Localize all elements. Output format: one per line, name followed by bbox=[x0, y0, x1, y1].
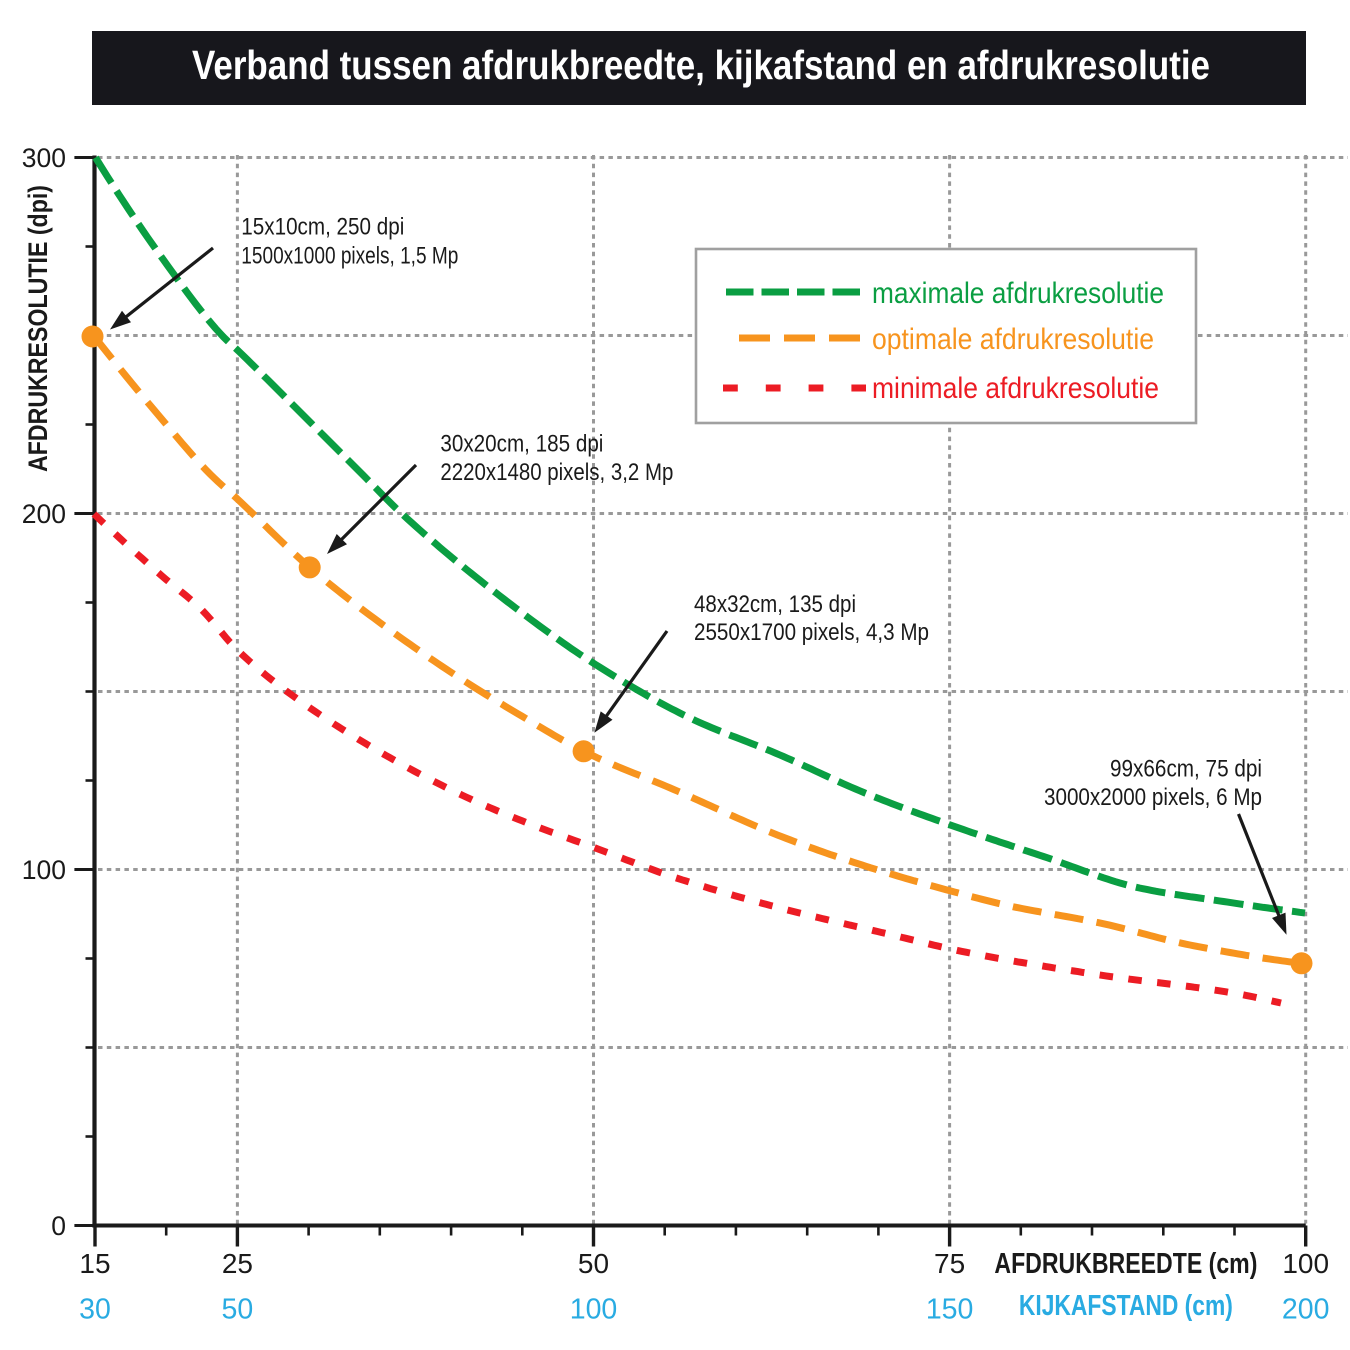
svg-text:300: 300 bbox=[22, 143, 66, 173]
svg-text:maximale afdrukresolutie: maximale afdrukresolutie bbox=[872, 277, 1164, 310]
svg-text:48x32cm, 135 dpi: 48x32cm, 135 dpi bbox=[694, 591, 856, 618]
svg-text:AFDRUKRESOLUTIE (dpi): AFDRUKRESOLUTIE (dpi) bbox=[23, 185, 53, 472]
svg-text:99x66cm, 75 dpi: 99x66cm, 75 dpi bbox=[1110, 756, 1262, 783]
svg-text:100: 100 bbox=[22, 855, 66, 885]
svg-text:15x10cm, 250 dpi: 15x10cm, 250 dpi bbox=[241, 214, 404, 241]
svg-text:30x20cm, 185 dpi: 30x20cm, 185 dpi bbox=[440, 431, 603, 458]
svg-text:minimale afdrukresolutie: minimale afdrukresolutie bbox=[872, 372, 1159, 405]
svg-text:25: 25 bbox=[222, 1248, 253, 1279]
svg-text:200: 200 bbox=[22, 499, 66, 529]
svg-text:200: 200 bbox=[1282, 1294, 1330, 1326]
svg-text:2220x1480 pixels, 3,2 Mp: 2220x1480 pixels, 3,2 Mp bbox=[440, 459, 673, 486]
svg-text:50: 50 bbox=[222, 1294, 254, 1326]
svg-text:50: 50 bbox=[578, 1248, 609, 1279]
svg-text:3000x2000 pixels, 6 Mp: 3000x2000 pixels, 6 Mp bbox=[1044, 784, 1262, 811]
svg-text:75: 75 bbox=[934, 1248, 965, 1279]
svg-text:15: 15 bbox=[79, 1248, 110, 1279]
svg-text:30: 30 bbox=[79, 1294, 111, 1326]
svg-text:100: 100 bbox=[1282, 1248, 1329, 1279]
svg-text:100: 100 bbox=[570, 1294, 618, 1326]
svg-text:2550x1700 pixels, 4,3 Mp: 2550x1700 pixels, 4,3 Mp bbox=[694, 619, 929, 646]
svg-text:optimale afdrukresolutie: optimale afdrukresolutie bbox=[872, 323, 1154, 356]
svg-text:Verband tussen afdrukbreedte,: Verband tussen afdrukbreedte, kijkafstan… bbox=[192, 42, 1210, 88]
svg-text:150: 150 bbox=[926, 1294, 974, 1326]
svg-text:0: 0 bbox=[51, 1211, 66, 1241]
svg-text:KIJKAFSTAND (cm): KIJKAFSTAND (cm) bbox=[1019, 1290, 1233, 1322]
svg-text:1500x1000 pixels, 1,5 Mp: 1500x1000 pixels, 1,5 Mp bbox=[241, 243, 458, 270]
svg-text:AFDRUKBREEDTE (cm): AFDRUKBREEDTE (cm) bbox=[994, 1248, 1257, 1280]
